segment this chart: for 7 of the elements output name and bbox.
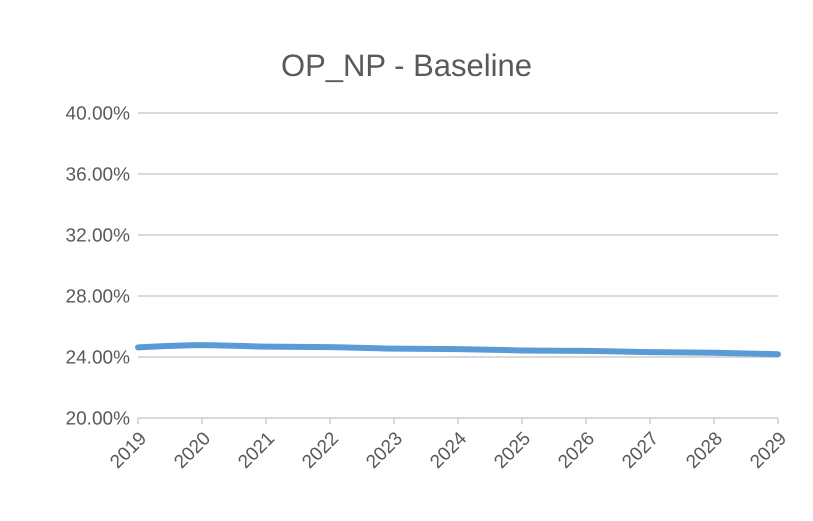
y-tick-label: 24.00% bbox=[66, 348, 130, 369]
y-tick-label: 28.00% bbox=[66, 286, 130, 308]
y-tick-label: 36.00% bbox=[66, 164, 130, 186]
y-tick-label: 40.00% bbox=[66, 104, 130, 125]
y-tick-label: 32.00% bbox=[66, 226, 130, 247]
y-tick-label: 20.00% bbox=[66, 408, 130, 430]
chart-title: OP_NP - Baseline bbox=[280, 47, 533, 85]
